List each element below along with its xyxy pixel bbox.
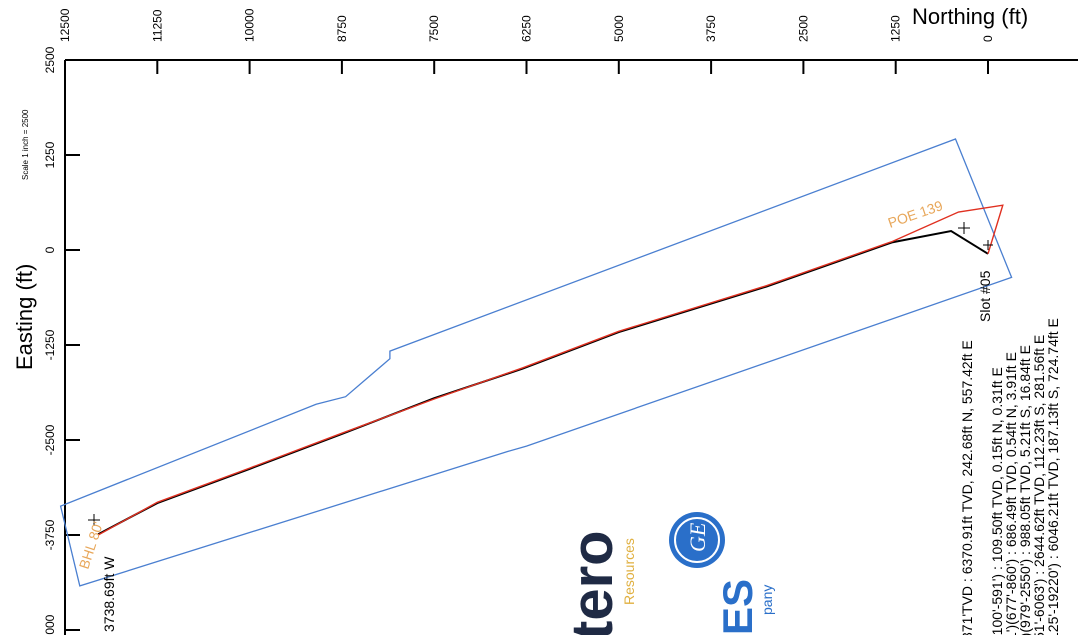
vendor-logo-subtext: pany bbox=[759, 585, 775, 615]
scale-note: Scale 1 inch = 2500 bbox=[21, 109, 30, 180]
easting-tick-label: -1250 bbox=[43, 329, 57, 360]
company-logo-subtext: Resources bbox=[621, 538, 637, 605]
northing-tick-label: 8750 bbox=[335, 15, 349, 42]
planned-well-path bbox=[97, 229, 989, 536]
northing-tick-label: 10000 bbox=[243, 8, 257, 42]
bhl-coordinate-label: 3738.69ft W bbox=[101, 556, 117, 632]
easting-tick-label: 0 bbox=[43, 246, 57, 253]
boundary-polygon bbox=[59, 138, 1013, 587]
easting-axis-title: Easting (ft) bbox=[12, 264, 37, 370]
lease-boundary bbox=[59, 138, 1013, 587]
northing-tick-label: 6250 bbox=[520, 15, 534, 42]
northing-axis-title: Northing (ft) bbox=[912, 4, 1028, 29]
easting-tick-label: -5000 bbox=[43, 614, 57, 635]
northing-tick-label: 12500 bbox=[58, 8, 72, 42]
easting-tick-label: 2500 bbox=[43, 46, 57, 73]
northing-tick-label: 11250 bbox=[150, 9, 164, 42]
svg-text:GE: GE bbox=[685, 522, 710, 552]
northing-tick-label: 3750 bbox=[704, 15, 718, 42]
northing-tick-label: 5000 bbox=[612, 15, 626, 42]
northing-tick-label: 2500 bbox=[796, 15, 810, 42]
northing-tick-label: 1250 bbox=[889, 15, 903, 42]
actual-well-path bbox=[97, 204, 1004, 536]
survey-line: 1')(677'-860') : 686.49ft TVD, 0.54ft N,… bbox=[1003, 352, 1019, 635]
survey-station-list: (100'-591') : 109.50ft TVD, 0.15ft N, 0.… bbox=[989, 318, 1061, 635]
northing-tick-label: 0 bbox=[981, 35, 995, 42]
ge-logo-icon: GE bbox=[669, 512, 725, 568]
poe-coordinate-label: 371'TVD : 6370.91ft TVD, 242.68ft N, 557… bbox=[959, 340, 975, 635]
slot-label: Slot #05 bbox=[977, 270, 993, 322]
survey-line: 125'-19220') : 6046.21ft TVD, 187.13ft S… bbox=[1045, 318, 1061, 635]
vendor-logo-text: ES bbox=[714, 579, 761, 635]
logo-area: tero Resources GE ES pany bbox=[560, 512, 775, 635]
easting-tick-label: 1250 bbox=[43, 141, 57, 168]
survey-line: ')(979'-2550') : 988.05ft TVD, 5.21ft S,… bbox=[1017, 345, 1033, 635]
well-paths bbox=[97, 204, 1004, 536]
survey-line: 51'-6063') : 2644.62ft TVD, 112.23ft S, … bbox=[1031, 335, 1047, 635]
easting-tick-label: -3750 bbox=[43, 519, 57, 550]
survey-line: (100'-591') : 109.50ft TVD, 0.15ft N, 0.… bbox=[989, 367, 1005, 635]
easting-ticks: 2500 1250 0 -1250 -2500 -3750 -5000 bbox=[43, 46, 80, 635]
plot-markers bbox=[88, 222, 993, 526]
easting-tick-label: -2500 bbox=[43, 424, 57, 455]
poe-label: POE 139 bbox=[886, 197, 945, 231]
company-logo-text: tero bbox=[560, 530, 625, 635]
northing-tick-label: 7500 bbox=[427, 15, 441, 42]
northing-ticks: 12500 11250 10000 8750 7500 6250 5000 3750 2500 1… bbox=[58, 8, 995, 74]
